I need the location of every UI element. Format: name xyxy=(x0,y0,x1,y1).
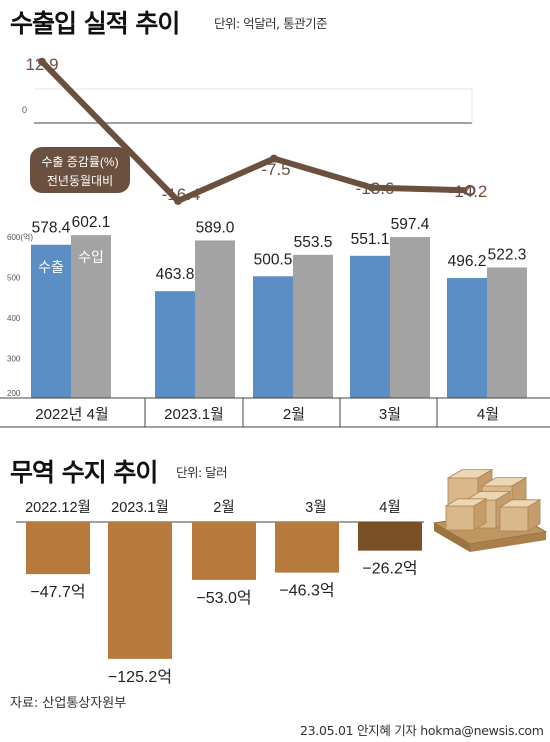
export-value-label: 463.8 xyxy=(156,266,195,283)
export-bar xyxy=(447,278,487,398)
import-value-label: 553.5 xyxy=(294,234,333,251)
balance-category-label: 2023.1월 xyxy=(111,499,169,516)
zero-label: 0 xyxy=(22,105,27,115)
bar-category-label: 2월 xyxy=(283,406,305,423)
positive-band xyxy=(34,89,472,123)
y-tick-label: 200 xyxy=(7,389,21,398)
credit-line: 23.05.01 안지혜 기자 hokma@newsis.com xyxy=(300,723,544,738)
balance-value-label: −26.2억 xyxy=(362,560,417,578)
export-bar xyxy=(350,255,390,398)
bar-category-label: 2022년 4월 xyxy=(35,406,108,423)
bar-category-label: 4월 xyxy=(477,406,499,423)
import-bar xyxy=(195,240,235,398)
y-tick-label: 300 xyxy=(7,355,21,364)
balance-value-label: −47.7억 xyxy=(30,583,85,601)
bar-category-label: 2023.1월 xyxy=(164,406,224,423)
growth-value-label: -7.5 xyxy=(261,160,290,179)
import-value-label: 602.1 xyxy=(72,214,111,231)
import-value-label: 522.3 xyxy=(488,246,527,263)
growth-value-label: -16.4 xyxy=(162,185,201,204)
growth-value-label: -14.2 xyxy=(449,182,488,201)
growth-point xyxy=(174,196,182,205)
export-bar xyxy=(253,276,293,398)
balance-category-label: 2022.12월 xyxy=(25,499,91,516)
import-value-label: 589.0 xyxy=(196,219,235,236)
balance-value-label: −46.3억 xyxy=(279,582,334,600)
import-bar xyxy=(293,254,333,398)
balance-category-label: 2월 xyxy=(213,499,234,516)
export-value-label: 500.5 xyxy=(254,251,293,268)
growth-value-label: 12.9 xyxy=(25,55,58,74)
box-side xyxy=(527,499,541,532)
growth-value-label: -13.6 xyxy=(356,179,395,198)
bar-category-label: 3월 xyxy=(379,406,401,423)
export-value-label: 496.2 xyxy=(448,253,487,270)
y-tick-label: 600(억) xyxy=(7,232,33,242)
y-tick-label: 400 xyxy=(7,314,21,323)
balance-bar xyxy=(26,522,90,575)
balance-bar xyxy=(108,522,172,659)
legend-export: 수출 xyxy=(38,259,64,275)
export-value-label: 578.4 xyxy=(32,220,71,237)
top-chart-title: 수출입 실적 추이 xyxy=(10,9,180,38)
bottom-chart-unit: 단위: 달러 xyxy=(176,465,228,480)
balance-bar xyxy=(358,522,422,551)
growth-point xyxy=(38,57,46,66)
export-bar xyxy=(155,291,195,398)
balance-category-label: 3월 xyxy=(305,499,326,516)
top-chart-unit: 단위: 억달러, 통관기준 xyxy=(214,16,328,31)
growth-point xyxy=(368,183,376,192)
import-bar xyxy=(71,235,111,398)
bottom-chart-title: 무역 수지 추이 xyxy=(10,458,158,487)
import-bar xyxy=(487,267,527,398)
growth-point xyxy=(464,184,476,196)
y-tick-label: 500 xyxy=(7,274,21,283)
balance-category-label: 4월 xyxy=(379,499,400,516)
import-bar xyxy=(390,237,430,398)
box-side xyxy=(473,498,487,531)
export-value-label: 551.1 xyxy=(351,231,390,248)
legend-import: 수입 xyxy=(78,249,104,265)
pallet-right xyxy=(470,532,546,552)
box-front xyxy=(445,505,475,531)
balance-value-label: −53.0억 xyxy=(196,589,251,607)
growth-legend-line-2: 전년동월대비 xyxy=(47,174,113,188)
import-value-label: 597.4 xyxy=(391,216,430,233)
export-bar xyxy=(31,244,71,398)
balance-bar xyxy=(192,522,256,580)
balance-value-label: −125.2억 xyxy=(108,668,172,686)
source-note: 자료: 산업통상자원부 xyxy=(10,696,127,711)
growth-point xyxy=(270,154,278,163)
box-front xyxy=(499,506,529,532)
balance-bar xyxy=(275,522,339,573)
growth-legend-line-1: 수출 증감률(%) xyxy=(41,155,118,169)
growth-legend-box xyxy=(30,147,130,193)
pallet-left xyxy=(434,523,470,552)
